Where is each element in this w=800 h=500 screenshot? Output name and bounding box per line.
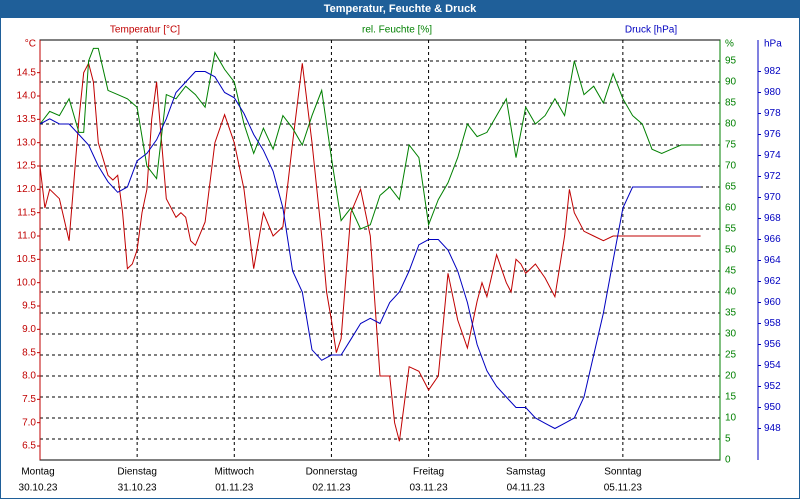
pressure-tick-label: 982 [764, 66, 781, 77]
humidity-tick-label: 75 [725, 140, 737, 151]
x-date-label: 05.11.23 [604, 483, 643, 494]
pressure-tick-label: 960 [764, 297, 781, 308]
humidity-legend: rel. Feuchte [%] [362, 25, 432, 36]
temperature-tick-label: 12.5 [17, 161, 37, 172]
humidity-tick-label: 95 [725, 56, 737, 67]
pressure-tick-label: 948 [764, 423, 781, 434]
humidity-tick-label: 60 [725, 203, 737, 214]
temperature-tick-label: 12.0 [17, 184, 37, 195]
pressure-tick-label: 974 [764, 150, 781, 161]
humidity-tick-label: 45 [725, 266, 737, 277]
pressure-legend: Druck [hPa] [625, 25, 677, 36]
x-date-label: 04.11.23 [507, 483, 546, 494]
humidity-tick-label: 25 [725, 350, 737, 361]
pressure-unit-label: hPa [764, 39, 782, 50]
temperature-unit-label: °C [25, 39, 36, 50]
pressure-tick-label: 980 [764, 87, 781, 98]
x-day-label: Samstag [506, 467, 545, 478]
humidity-unit-label: % [725, 39, 734, 50]
x-date-label: 02.11.23 [312, 483, 351, 494]
pressure-tick-label: 958 [764, 318, 781, 329]
humidity-tick-label: 65 [725, 182, 737, 193]
humidity-tick-label: 50 [725, 245, 737, 256]
temperature-tick-label: 11.0 [17, 231, 36, 242]
humidity-tick-label: 55 [725, 224, 737, 235]
temperature-legend: Temperatur [°C] [110, 25, 180, 36]
x-day-label: Freitag [413, 467, 444, 478]
axes [37, 39, 761, 461]
humidity-tick-label: 40 [725, 287, 737, 298]
window-title: Temperatur, Feuchte & Druck [0, 0, 800, 18]
temperature-tick-label: 11.5 [17, 207, 36, 218]
pressure-tick-label: 956 [764, 339, 781, 350]
x-date-label: 31.10.23 [118, 483, 157, 494]
x-day-label: Donnerstag [306, 467, 358, 478]
pressure-tick-label: 950 [764, 402, 781, 413]
temperature-tick-label: 7.0 [22, 417, 36, 428]
series-line-right1 [39, 47, 701, 230]
humidity-tick-label: 20 [725, 371, 737, 382]
pressure-tick-label: 962 [764, 276, 781, 287]
humidity-tick-label: 35 [725, 308, 737, 319]
series-line-left [39, 61, 701, 442]
x-day-label: Mittwoch [215, 467, 254, 478]
x-date-label: 03.11.23 [409, 483, 448, 494]
temperature-tick-label: 9.0 [22, 324, 36, 335]
x-date-label: 01.11.23 [215, 483, 254, 494]
grid-lines [40, 40, 721, 460]
x-date-label: 30.10.23 [19, 483, 58, 494]
temperature-tick-label: 14.0 [17, 91, 37, 102]
temperature-tick-label: 8.5 [22, 347, 36, 358]
humidity-tick-label: 70 [725, 161, 737, 172]
temperature-tick-label: 7.5 [22, 394, 36, 405]
humidity-tick-label: 0 [725, 455, 731, 466]
pressure-tick-label: 970 [764, 192, 781, 203]
humidity-tick-label: 85 [725, 98, 737, 109]
temperature-tick-label: 8.0 [22, 371, 36, 382]
humidity-tick-label: 90 [725, 77, 737, 88]
series-line-right2 [39, 71, 701, 430]
temperature-tick-label: 6.5 [22, 441, 36, 452]
pressure-tick-label: 972 [764, 171, 781, 182]
labels-group: 6.5 7.0 7.5 8.0 8.5 9.0 9.5 10.0 10.5 11.0 11.5 12.… [17, 25, 783, 494]
series-group [39, 47, 701, 442]
temperature-tick-label: 10.5 [17, 254, 37, 265]
humidity-tick-label: 5 [725, 434, 731, 445]
humidity-tick-label: 10 [725, 413, 737, 424]
pressure-tick-label: 978 [764, 108, 781, 119]
humidity-tick-label: 15 [725, 392, 737, 403]
temperature-tick-label: 9.5 [22, 301, 36, 312]
pressure-tick-label: 976 [764, 129, 781, 140]
temperature-tick-label: 13.0 [17, 137, 37, 148]
pressure-tick-label: 966 [764, 234, 781, 245]
x-day-label: Dienstag [117, 467, 156, 478]
pressure-tick-label: 964 [764, 255, 781, 266]
x-day-label: Montag [21, 467, 54, 478]
temperature-tick-label: 10.0 [17, 277, 37, 288]
temperature-tick-label: 13.5 [17, 114, 37, 125]
humidity-tick-label: 80 [725, 119, 737, 130]
pressure-tick-label: 952 [764, 381, 781, 392]
temperature-tick-label: 14.5 [17, 67, 37, 78]
x-day-label: Sonntag [604, 467, 641, 478]
humidity-tick-label: 30 [725, 329, 737, 340]
pressure-tick-label: 954 [764, 360, 781, 371]
pressure-tick-label: 968 [764, 213, 781, 224]
